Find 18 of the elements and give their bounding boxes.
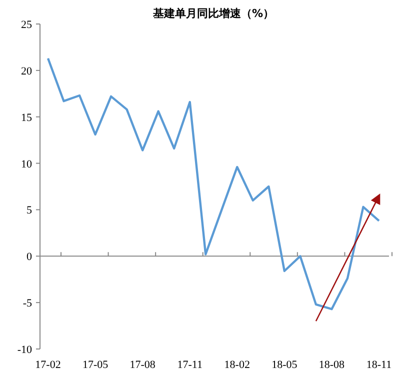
x-tick-label: 17-08: [130, 359, 156, 371]
x-tick-label: 18-11: [366, 359, 392, 371]
y-tick-label: 20: [21, 65, 32, 78]
y-tick-label: 5: [26, 204, 32, 217]
y-tick-label: 10: [21, 158, 32, 170]
y-tick-label: 25: [21, 19, 32, 31]
x-tick-label: 17-05: [82, 359, 109, 371]
x-tick-label: 18-05: [272, 359, 298, 371]
y-tick-label: -10: [17, 344, 32, 356]
x-tick-label: 17-11: [177, 359, 202, 371]
x-tick-label: 18-02: [224, 359, 250, 371]
x-tick-label: 18-08: [318, 359, 346, 371]
y-tick-label: -5: [22, 298, 32, 310]
chart-title: 基建单月同比增速（%）: [152, 7, 274, 20]
y-tick-label: 15: [21, 112, 32, 124]
line-series: [46, 57, 380, 310]
x-tick-label: 17-02: [35, 359, 61, 371]
y-tick-label: 0: [26, 251, 32, 264]
